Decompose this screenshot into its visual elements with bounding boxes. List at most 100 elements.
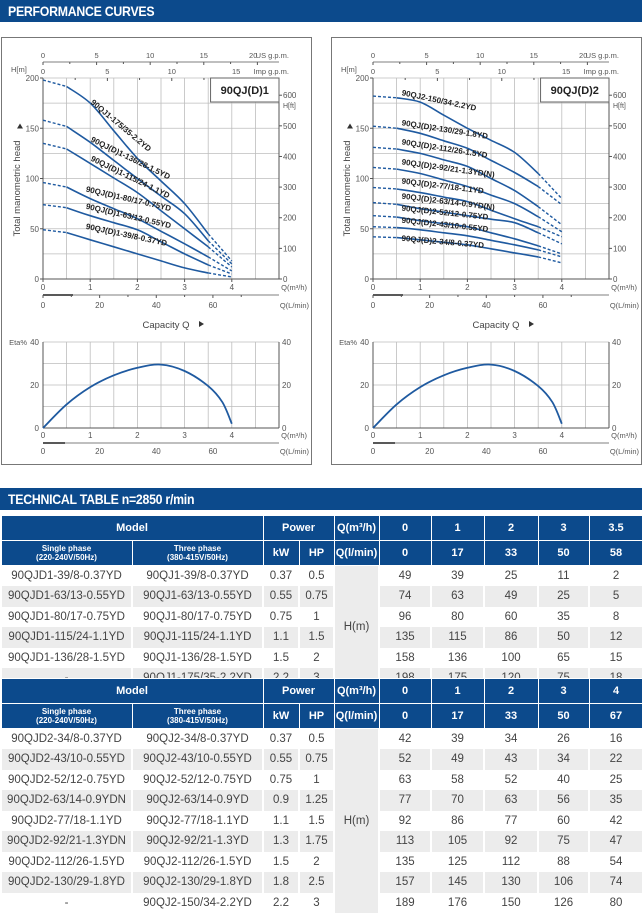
head-value: 157 xyxy=(379,872,431,893)
head-value: 80 xyxy=(431,607,484,628)
flow-lmin-header: 50 xyxy=(538,704,589,729)
three-phase-model: 90QJ1-80/17-0.75YD xyxy=(132,607,263,628)
three-phase-model: 90QJ2-77/18-1.1YD xyxy=(132,811,263,832)
head-value: 8 xyxy=(589,607,642,628)
model-header: Model xyxy=(1,679,263,704)
y2-tick-label: 300 xyxy=(613,183,627,192)
y2-tick-label: 100 xyxy=(613,244,627,253)
head-value: 60 xyxy=(538,811,589,832)
flow-lmin-header: 0 xyxy=(379,541,431,566)
curve-label: 90QJ(D)2-130/29-1.8YD xyxy=(401,118,489,141)
single-phase-model: 90QJD1-136/28-1.5YD xyxy=(1,648,132,669)
head-value: 49 xyxy=(379,566,431,587)
power-hp: 1.75 xyxy=(299,831,334,852)
head-value: 42 xyxy=(589,811,642,832)
imp-gpm-tick-label: 10 xyxy=(498,67,506,76)
head-value: 112 xyxy=(484,852,538,873)
arrow-up-icon xyxy=(347,124,353,129)
eta-lmin-tick-label: 20 xyxy=(95,447,104,456)
performance-curve-dashed-end xyxy=(208,241,232,264)
lmin-tick-label: 40 xyxy=(152,301,161,310)
q-lmin-label: Q(L/min) xyxy=(280,301,310,310)
x-tick-label: 0 xyxy=(371,283,376,292)
single-phase-model: 90QJD2-34/8-0.37YD xyxy=(1,729,132,750)
performance-curve-dashed-end xyxy=(538,187,562,205)
power-hp: 0.75 xyxy=(299,749,334,770)
x-tick-label: 3 xyxy=(182,283,187,292)
eta-q-lmin-label: Q(L/min) xyxy=(280,447,310,456)
head-value: 92 xyxy=(379,811,431,832)
eta-x-tick-label: 2 xyxy=(135,431,140,440)
x-tick-label: 2 xyxy=(465,283,470,292)
head-value: 12 xyxy=(589,627,642,648)
arrow-right-icon xyxy=(529,321,534,327)
power-kw: 2.2 xyxy=(263,893,299,913)
h-m-label: H[m] xyxy=(341,65,357,74)
head-value: 54 xyxy=(589,852,642,873)
head-value: 11 xyxy=(538,566,589,587)
head-value: 176 xyxy=(431,893,484,913)
single-phase-voltage: (220-240V/50Hz) xyxy=(2,553,132,562)
three-phase-model: 90QJ2-130/29-1.8YD xyxy=(132,872,263,893)
eta-lmin-tick-label: 40 xyxy=(152,447,161,456)
hp-header: HP xyxy=(299,541,334,566)
eta-axis-title: Eta% xyxy=(9,338,27,347)
h-m-label: H[m] xyxy=(11,65,27,74)
performance-curve-dashed-start xyxy=(373,96,397,98)
power-kw: 1.5 xyxy=(263,648,299,669)
arrow-up-icon xyxy=(17,124,23,129)
y-tick-label: 200 xyxy=(26,74,40,83)
eta-lmin-tick-label: 0 xyxy=(41,447,46,456)
performance-curve-dashed-end xyxy=(538,217,562,232)
head-value: 125 xyxy=(431,852,484,873)
y2-tick-label: 600 xyxy=(613,91,627,100)
head-value: 145 xyxy=(431,872,484,893)
head-value: 15 xyxy=(589,648,642,669)
three-phase-model: 90QJ2-92/21-1.3YD xyxy=(132,831,263,852)
head-value: 16 xyxy=(589,729,642,750)
head-axis-title: Total manometric head xyxy=(12,140,23,236)
us-gpm-tick-label: 0 xyxy=(371,51,375,60)
three-phase-voltage: (380-415V/50Hz) xyxy=(133,553,263,562)
eta-y-tick-label: 20 xyxy=(30,381,39,390)
head-value: 65 xyxy=(538,648,589,669)
head-value: 25 xyxy=(538,586,589,607)
head-value: 35 xyxy=(538,607,589,628)
single-phase-model: 90QJD2-112/26-1.5YD xyxy=(1,852,132,873)
eta-x-tick-label: 3 xyxy=(182,431,187,440)
y-tick-label: 0 xyxy=(365,275,370,284)
head-value: 105 xyxy=(431,831,484,852)
us-gpm-tick-label: 10 xyxy=(476,51,484,60)
eta-q-m3h-label: Q(m³/h) xyxy=(611,431,637,440)
single-phase-model: 90QJD2-43/10-0.55YD xyxy=(1,749,132,770)
performance-curve-dashed-end xyxy=(208,273,232,277)
flow-lmin-header: 0 xyxy=(379,704,431,729)
head-axis-title: Total manometric head xyxy=(342,140,353,236)
three-phase-model: 90QJ1-63/13-0.55YD xyxy=(132,586,263,607)
three-phase-header: Three phase(380-415V/50Hz) xyxy=(132,541,263,566)
head-value: 130 xyxy=(484,872,538,893)
single-phase-model: 90QJD1-80/17-0.75YD xyxy=(1,607,132,628)
head-value: 77 xyxy=(484,811,538,832)
head-value: 86 xyxy=(484,627,538,648)
x-tick-label: 4 xyxy=(230,283,235,292)
power-header: Power xyxy=(263,516,334,541)
performance-curve-dashed-end xyxy=(538,227,562,237)
us-gpm-label: US g.p.m. xyxy=(256,51,289,60)
x-tick-label: 4 xyxy=(560,283,565,292)
us-gpm-tick-label: 10 xyxy=(146,51,154,60)
performance-curve-dashed-end xyxy=(538,173,562,198)
us-gpm-tick-label: 5 xyxy=(95,51,99,60)
performance-curve-dashed-start xyxy=(43,230,67,233)
x-tick-label: 3 xyxy=(512,283,517,292)
head-value: 40 xyxy=(538,770,589,791)
y2-tick-label: 500 xyxy=(613,122,627,131)
x-tick-label: 1 xyxy=(88,283,93,292)
flow-m3h-header: 1 xyxy=(431,679,484,704)
